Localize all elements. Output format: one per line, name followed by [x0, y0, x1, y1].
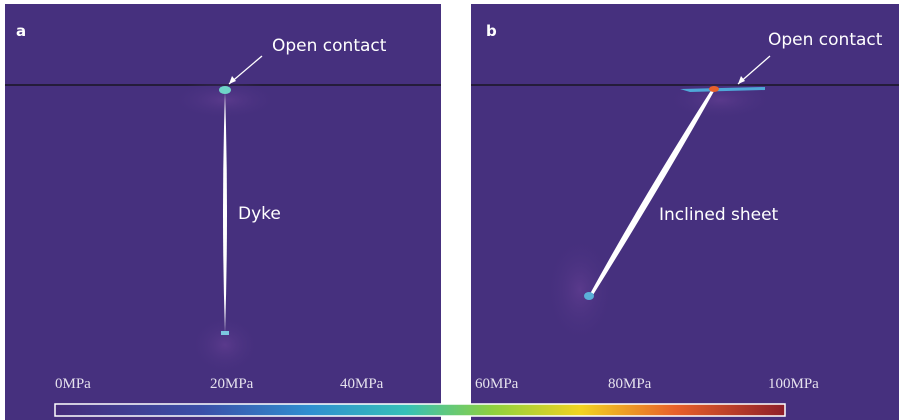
annotation: Open contact — [272, 36, 387, 56]
arrow-head — [738, 76, 745, 84]
dyke — [223, 92, 227, 333]
halo — [665, 80, 775, 120]
arrow-head — [229, 76, 236, 84]
tip-spot — [221, 331, 229, 335]
annotation: Inclined sheet — [659, 205, 779, 225]
annotation: Open contact — [768, 30, 883, 50]
contact-zone — [680, 87, 765, 92]
colorbar — [54, 403, 786, 417]
colorbar-tick-label: 100MPa — [768, 376, 819, 392]
contact-spot — [219, 86, 231, 94]
colorbar-tick-label: 80MPa — [608, 376, 652, 392]
panel-label: b — [486, 22, 497, 40]
contact-spot — [709, 86, 719, 92]
colorbar-tick-label: 0MPa — [55, 376, 91, 392]
panel-b-bg — [471, 4, 899, 420]
halo — [545, 235, 615, 345]
annotation: Dyke — [238, 204, 281, 224]
panel-label: a — [16, 22, 26, 40]
colorbar-tick-label: 60MPa — [475, 376, 519, 392]
colorbar-tick-label: 20MPa — [210, 376, 254, 392]
colorbar-tick-label: 40MPa — [340, 376, 384, 392]
halo — [190, 315, 260, 375]
tip-spot — [584, 292, 594, 300]
colorbar-ticks: 0MPa 20MPa 40MPa 60MPa 80MPa 100MPa — [55, 376, 819, 392]
